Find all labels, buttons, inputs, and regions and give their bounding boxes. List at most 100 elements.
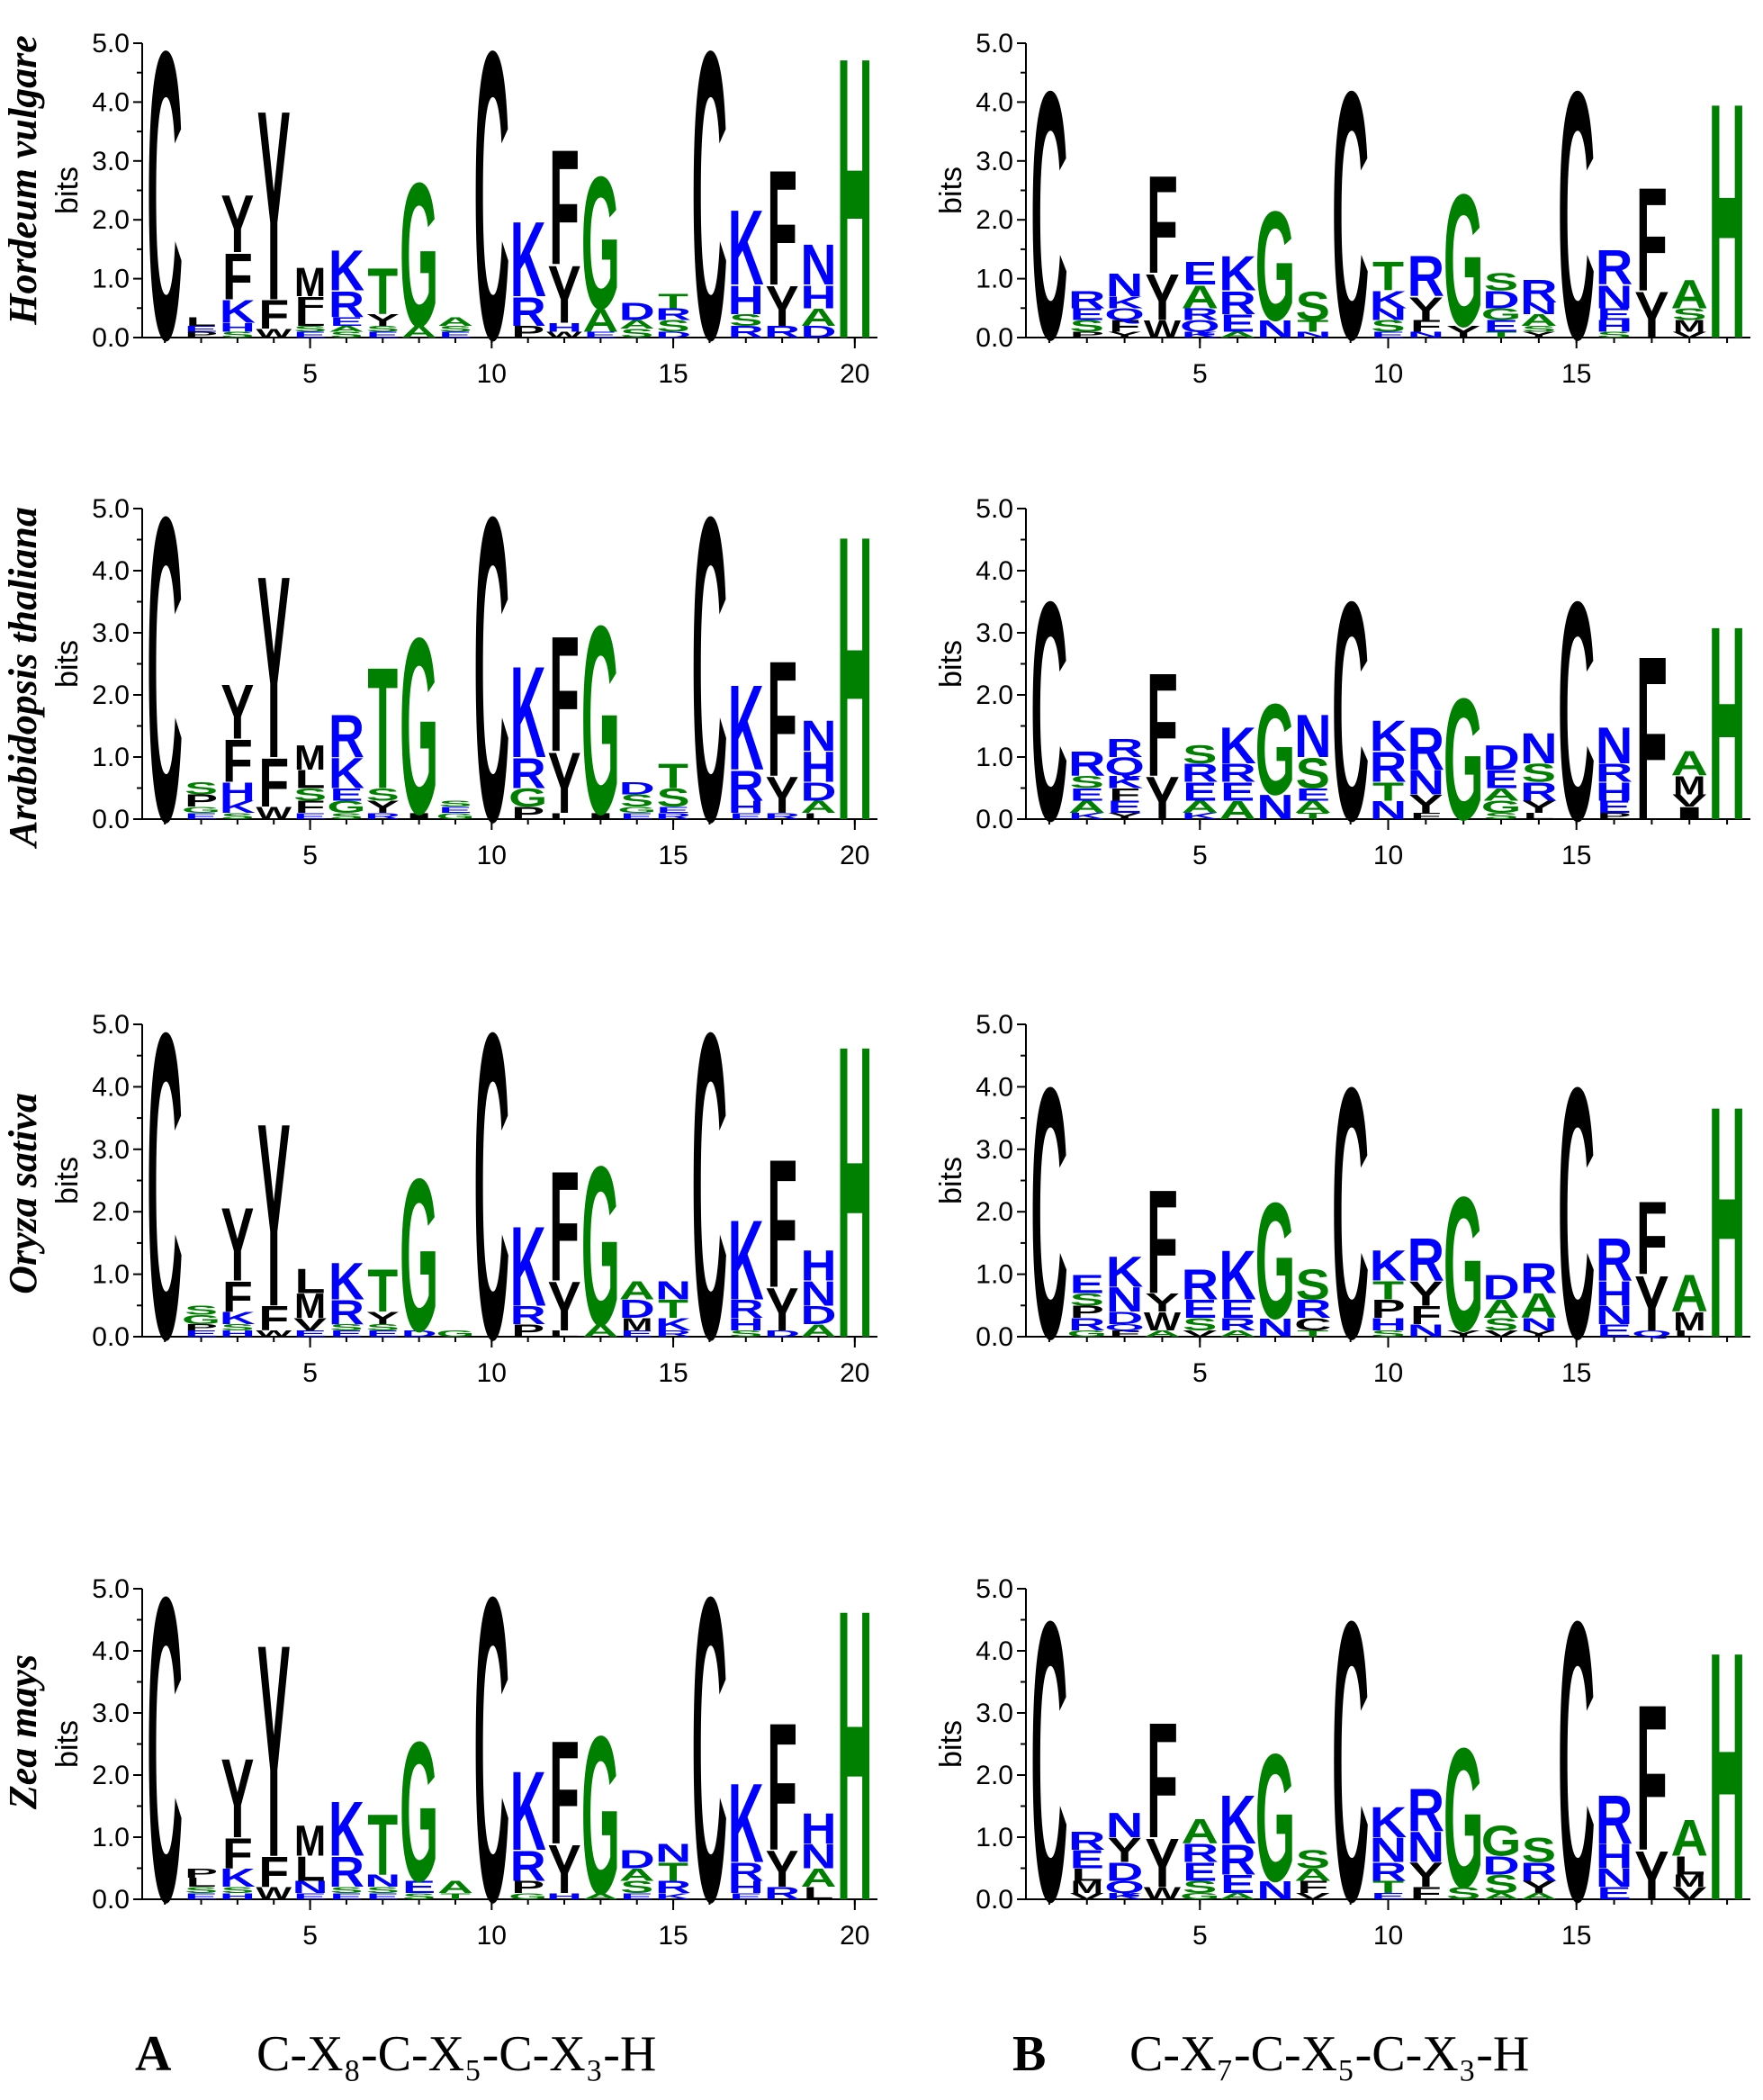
logo-letter: C bbox=[1332, 1014, 1369, 1414]
logo-letter: S bbox=[1070, 772, 1104, 792]
logo-letter: W bbox=[1144, 1306, 1181, 1336]
logo-letter: W bbox=[256, 803, 292, 823]
y-axis-label: bits bbox=[50, 167, 85, 214]
logo-letter: G bbox=[617, 806, 656, 816]
y-tick-label: 0.0 bbox=[976, 805, 1013, 834]
logo-letter: Y bbox=[766, 1276, 799, 1345]
logo-letter: H bbox=[1708, 32, 1745, 409]
logo-letter: M bbox=[294, 737, 326, 777]
logo-letter: N bbox=[1520, 1315, 1557, 1335]
logo-letter: P bbox=[184, 1866, 218, 1880]
y-tick-label: 5.0 bbox=[976, 1574, 1013, 1604]
logo-letter: N bbox=[655, 1276, 691, 1305]
logo-letter: M bbox=[1071, 1878, 1103, 1897]
y-tick-label: 3.0 bbox=[92, 1135, 130, 1165]
logo-letter: H bbox=[1708, 569, 1745, 879]
logo-letter: F bbox=[295, 797, 326, 816]
logo-letter: K bbox=[510, 1203, 546, 1329]
y-tick-label: 0.0 bbox=[976, 1322, 1013, 1352]
logo-letter: V bbox=[1070, 1891, 1105, 1901]
logo-letter: K bbox=[510, 641, 546, 786]
logo-letter: A bbox=[619, 1276, 655, 1305]
logo-letter: D bbox=[800, 778, 836, 807]
logo-letter: T bbox=[440, 1892, 471, 1902]
logo-letter: G bbox=[400, 1701, 438, 1924]
y-axis-label: bits bbox=[50, 1720, 85, 1768]
logo-letter: K bbox=[220, 1864, 256, 1893]
logo-letter: E bbox=[329, 1329, 363, 1338]
x-tick-label: 5 bbox=[1192, 359, 1208, 389]
logo-letter: D bbox=[619, 779, 655, 798]
logo-letter: R bbox=[728, 762, 764, 810]
logo-letter: W bbox=[256, 327, 292, 340]
logo-letter: A bbox=[800, 797, 836, 816]
logo-letter: R bbox=[728, 1295, 764, 1324]
logo-letter: S bbox=[1522, 1832, 1556, 1870]
logo-letter: C bbox=[1332, 1538, 1369, 1984]
logo-letter: H bbox=[1596, 1838, 1633, 1877]
logo-letter: E bbox=[729, 1892, 762, 1902]
logo-letter: N bbox=[1596, 717, 1633, 775]
logo-letter: D bbox=[1482, 285, 1519, 313]
logo-letter: H bbox=[800, 1804, 836, 1852]
logo-letter: E bbox=[1070, 1844, 1104, 1873]
logo-letter: Y bbox=[766, 766, 799, 824]
logo-letter: M bbox=[294, 260, 326, 306]
x-tick-label: 5 bbox=[1192, 1921, 1208, 1951]
logo-letter: G bbox=[1255, 1168, 1296, 1353]
logo-letter: V bbox=[1296, 1891, 1331, 1901]
logo-letter: C bbox=[1558, 19, 1595, 413]
logo-letter: E bbox=[293, 1329, 327, 1338]
logo-letter: S bbox=[1070, 1290, 1104, 1310]
logo-letter: A bbox=[1671, 271, 1708, 317]
logo-letter: S bbox=[329, 812, 363, 822]
logo-letter: F bbox=[258, 744, 289, 822]
logo-letter: D bbox=[619, 1295, 655, 1324]
logo-letter: F bbox=[295, 292, 326, 320]
logo-letter: D bbox=[401, 1329, 437, 1338]
logo-letter: C bbox=[1030, 1538, 1067, 1984]
logo-letter: R bbox=[1520, 273, 1557, 310]
logo-letter: G bbox=[1066, 1329, 1107, 1338]
logo-letter: Q bbox=[1104, 753, 1145, 781]
logo-letter: G bbox=[182, 1312, 220, 1328]
logo-letter: F bbox=[549, 1140, 580, 1314]
y-tick-label: 2.0 bbox=[976, 1197, 1013, 1227]
logo-letter: A bbox=[1294, 798, 1331, 817]
logo-letter: Y bbox=[1634, 1259, 1669, 1347]
y-tick-label: 5.0 bbox=[976, 494, 1013, 524]
logo-letter: H bbox=[220, 1892, 256, 1902]
y-tick-label: 2.0 bbox=[976, 680, 1013, 710]
logo-letter: A bbox=[1671, 745, 1708, 784]
row-label-arabidopsis: Arabidopsis thaliana bbox=[1, 507, 45, 850]
y-tick-label: 3.0 bbox=[976, 1135, 1013, 1165]
y-tick-label: 0.0 bbox=[92, 1885, 130, 1915]
logo-letter: A bbox=[800, 303, 836, 331]
logo-letter: P bbox=[511, 803, 544, 823]
logo-letter: Y bbox=[548, 1831, 581, 1908]
logo-letter: G bbox=[400, 1134, 438, 1377]
x-tick-label: 10 bbox=[1373, 1921, 1403, 1951]
logo-letter: D bbox=[1482, 1851, 1519, 1879]
logo-letter: H bbox=[728, 276, 764, 322]
logo-letter: S bbox=[402, 1892, 436, 1902]
logo-letter: D bbox=[1106, 1857, 1143, 1886]
logo-letter: T bbox=[1372, 1878, 1404, 1897]
logo-letter: S bbox=[1183, 1315, 1217, 1335]
logo-letter: Y bbox=[1145, 1825, 1179, 1902]
logo-letter: Y bbox=[366, 1308, 400, 1328]
logo-letter: F bbox=[1636, 1661, 1668, 1894]
logo-letter: K bbox=[1106, 772, 1144, 792]
logo-letter: N bbox=[1256, 1876, 1293, 1905]
logo-letter: A bbox=[1144, 1329, 1181, 1338]
logo-letter: G bbox=[1481, 798, 1522, 817]
logo-letter: S bbox=[439, 324, 472, 333]
row-label-oryza: Oryza sativa bbox=[1, 1093, 45, 1294]
logo-letter: Y bbox=[220, 179, 254, 271]
logo-letter: N bbox=[800, 711, 836, 760]
logo-letter: S bbox=[1484, 1315, 1518, 1335]
logo-letter: V bbox=[1672, 791, 1707, 811]
logo-letter: D bbox=[800, 323, 836, 341]
